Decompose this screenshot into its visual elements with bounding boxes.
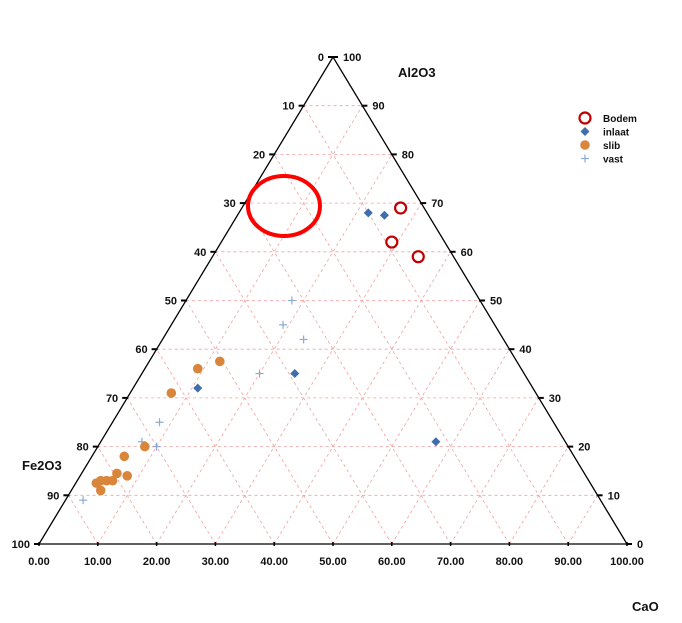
data-point-vast: [79, 496, 88, 505]
axis-title-cao: CaO: [632, 599, 659, 614]
data-point-slib: [140, 441, 150, 452]
data-point-vast: [155, 418, 164, 427]
data-point-inlaat: [379, 210, 389, 220]
data-point-bodem: [411, 250, 425, 264]
bottom-tick-label: 80.00: [496, 556, 524, 568]
left-tick-label: 50: [165, 296, 177, 308]
series-inlaat: [193, 208, 441, 447]
right-tick-label: 90: [372, 101, 384, 113]
legend: Bodem inlaat slib vast: [578, 111, 637, 166]
grid-line: [303, 105, 569, 545]
grid-line: [273, 154, 510, 545]
series-slib: [91, 356, 225, 496]
bottom-tick-label: 70.00: [437, 556, 465, 568]
grid-line: [567, 495, 598, 545]
left-tick-label: 0: [318, 52, 324, 64]
left-tick-label: 70: [106, 393, 118, 405]
data-point-bodem: [394, 201, 408, 215]
legend-marker-slib: [580, 140, 590, 150]
highlight-ellipse: [246, 174, 322, 238]
legend-marker-inlaat: [580, 127, 590, 136]
data-point-vast: [279, 320, 288, 329]
axis-title-al2o3: Al2O3: [398, 65, 436, 80]
data-point-slib: [119, 451, 130, 462]
bottom-tick-label: 60.00: [378, 556, 406, 568]
left-tick-label: 40: [194, 247, 206, 259]
grid-line: [156, 348, 275, 545]
right-tick-label: 30: [549, 393, 561, 405]
grid-line: [509, 446, 569, 545]
data-point-slib: [215, 356, 225, 367]
left-tick-label: 80: [77, 442, 89, 454]
right-tick-label: 10: [608, 490, 620, 502]
series-vast: [79, 296, 308, 505]
right-tick-label: 100: [343, 52, 361, 64]
left-tick-label: 60: [135, 344, 147, 356]
bottom-tick-label: 90.00: [554, 556, 582, 568]
grid-line: [332, 300, 481, 545]
bottom-tick-label: 50.00: [319, 556, 347, 568]
grid-line: [97, 446, 157, 545]
legend-label-bodem: Bodem: [603, 114, 637, 125]
data-point-inlaat: [363, 208, 373, 218]
data-point-vast: [287, 296, 296, 305]
bottom-tick-label: 30.00: [202, 556, 230, 568]
data-point-inlaat: [193, 383, 203, 393]
grid-line: [450, 397, 540, 545]
right-tick-label: 50: [490, 296, 502, 308]
grid-line: [244, 202, 451, 545]
bottom-tick-label: 10.00: [84, 556, 112, 568]
left-tick-label: 30: [224, 198, 236, 210]
data-point-slib: [107, 475, 118, 486]
data-point-vast: [299, 335, 308, 344]
data-point-slib: [166, 388, 177, 398]
data-point-bodem: [385, 235, 399, 249]
right-tick-label: 70: [431, 198, 443, 210]
grid-line: [185, 300, 334, 545]
grid-line: [97, 105, 363, 545]
data-point-vast: [152, 442, 161, 451]
data-point-slib: [192, 363, 203, 374]
left-tick-label: 10: [282, 101, 294, 113]
legend-marker-bodem: [578, 111, 592, 125]
grid-line: [215, 202, 422, 545]
data-point-vast: [255, 369, 264, 378]
legend-label-inlaat: inlaat: [603, 128, 630, 139]
right-tick-label: 80: [402, 149, 414, 161]
data-point-inlaat: [431, 437, 441, 447]
data-point-slib: [122, 471, 132, 481]
legend-label-slib: slib: [603, 141, 620, 152]
bottom-tick-label: 40.00: [260, 556, 288, 568]
left-tick-label: 20: [253, 149, 265, 161]
data-point-inlaat: [290, 369, 300, 379]
grid-layer: [68, 105, 598, 545]
bottom-tick-label: 100.00: [610, 556, 644, 568]
data-point-slib: [91, 478, 102, 488]
legend-label-vast: vast: [603, 155, 624, 166]
data-point-slib: [112, 468, 122, 479]
left-tick-label: 90: [47, 490, 59, 502]
bottom-tick-label: 20.00: [143, 556, 171, 568]
right-tick-label: 40: [519, 344, 531, 356]
legend-marker-vast: [581, 154, 589, 163]
series-bodem: [385, 201, 425, 264]
grid-line: [391, 348, 510, 545]
right-tick-label: 0: [637, 539, 643, 551]
axis-title-fe2o3: Fe2O3: [22, 458, 62, 473]
right-tick-label: 20: [578, 442, 590, 454]
right-tick-label: 60: [461, 247, 473, 259]
data-layer: [79, 201, 441, 505]
grid-line: [126, 397, 216, 545]
grid-line: [156, 154, 393, 545]
data-point-slib: [95, 485, 106, 496]
left-tick-label: 100: [12, 539, 30, 551]
bottom-tick-label: 0.00: [28, 556, 49, 568]
